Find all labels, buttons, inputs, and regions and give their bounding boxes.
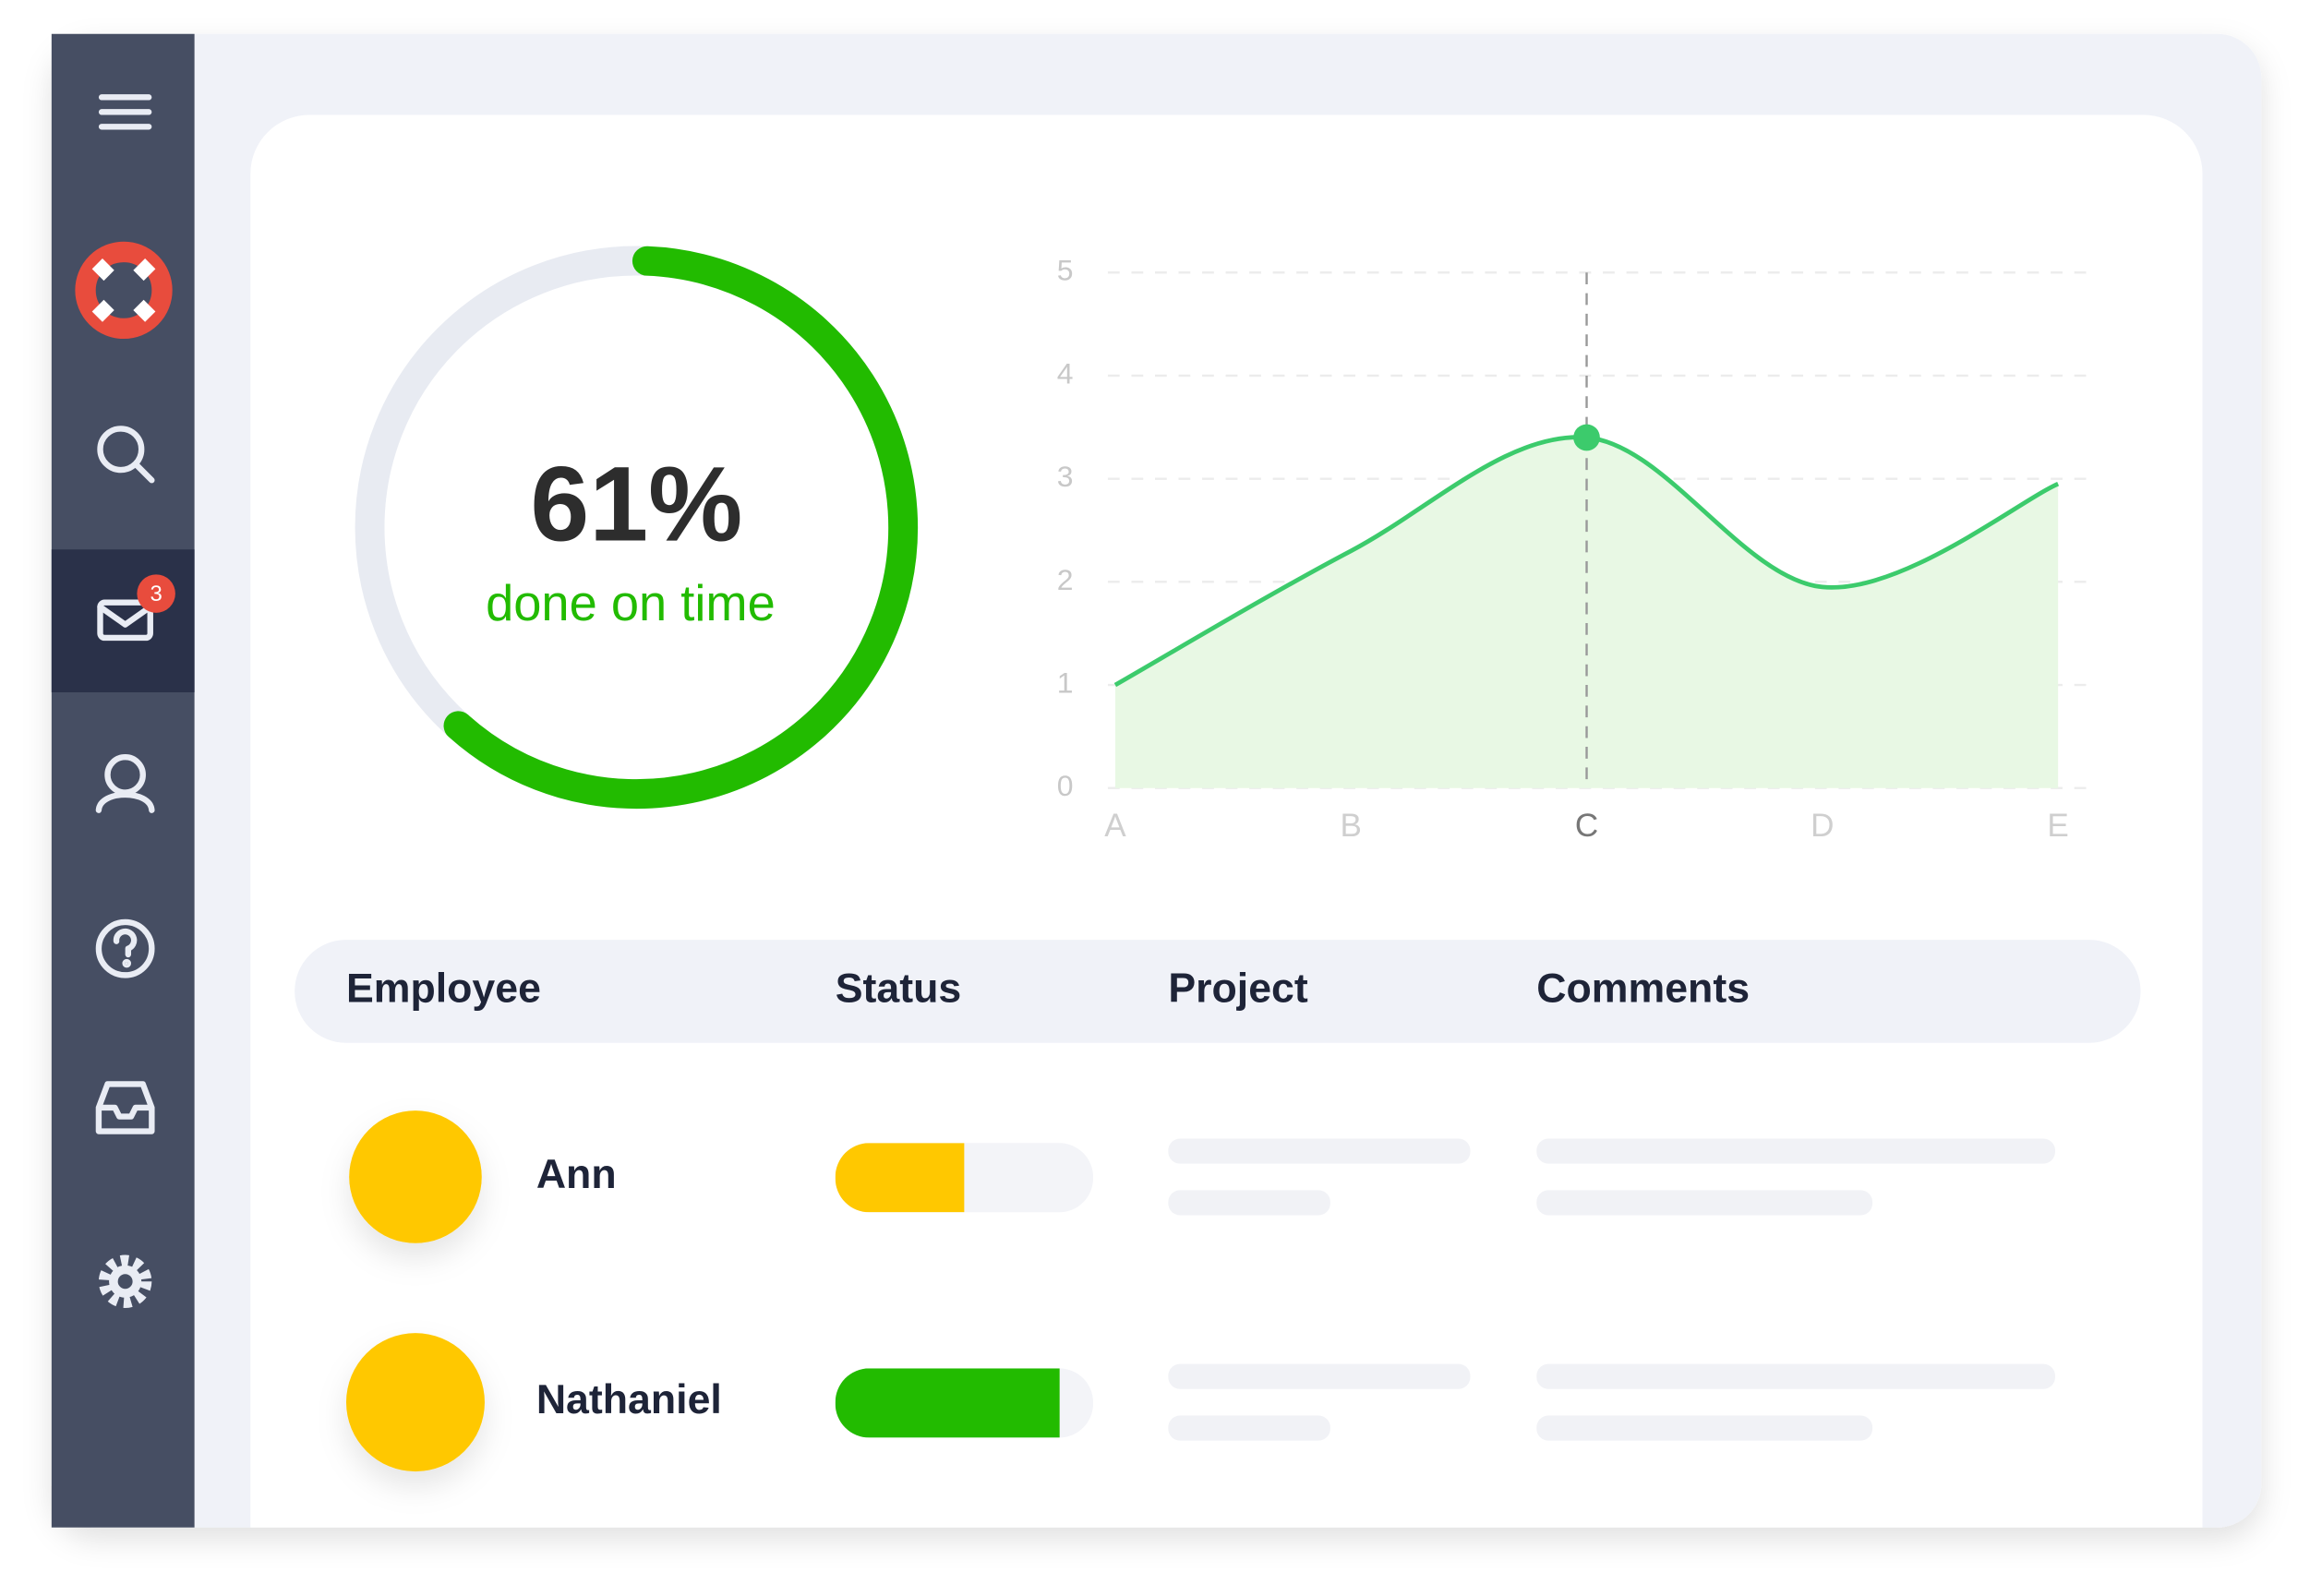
status-bar bbox=[835, 1143, 965, 1213]
highlight-point bbox=[1573, 424, 1600, 451]
table-header bbox=[295, 940, 2141, 1043]
placeholder-line bbox=[1168, 1363, 1471, 1389]
search-icon[interactable] bbox=[97, 426, 155, 484]
content-card bbox=[250, 114, 2203, 1528]
sidebar bbox=[51, 33, 195, 1528]
x-tick-label: A bbox=[1104, 808, 1126, 844]
y-tick-label: 4 bbox=[1057, 356, 1074, 390]
placeholder-line bbox=[1536, 1363, 2055, 1389]
y-tick-label: 3 bbox=[1057, 460, 1074, 493]
inbox-icon[interactable] bbox=[95, 1081, 155, 1134]
y-tick-label: 5 bbox=[1057, 254, 1074, 287]
employee-name: Nathaniel bbox=[536, 1377, 722, 1422]
employee-name: Ann bbox=[536, 1152, 617, 1197]
placeholder-line bbox=[1536, 1190, 1873, 1216]
placeholder-line bbox=[1168, 1190, 1330, 1216]
y-tick-label: 1 bbox=[1057, 666, 1074, 699]
placeholder-line bbox=[1168, 1415, 1330, 1441]
status-bar bbox=[835, 1368, 1060, 1438]
help-buoy-icon[interactable] bbox=[75, 241, 173, 340]
question-icon[interactable] bbox=[95, 918, 155, 978]
y-tick-label: 2 bbox=[1057, 563, 1074, 596]
x-tick-label: B bbox=[1341, 808, 1362, 844]
column-header: Comments bbox=[1536, 966, 1750, 1012]
placeholder-line bbox=[1168, 1138, 1471, 1164]
settings-icon[interactable] bbox=[98, 1254, 152, 1308]
menu-icon[interactable] bbox=[98, 94, 152, 130]
placeholder-line bbox=[1536, 1415, 1873, 1441]
x-tick-label: E bbox=[2047, 808, 2068, 844]
x-tick-label: C bbox=[1575, 808, 1598, 844]
badge-count: 3 bbox=[150, 582, 162, 606]
avatar bbox=[349, 1110, 482, 1243]
progress-caption: done on time bbox=[486, 576, 776, 631]
x-tick-label: D bbox=[1811, 808, 1834, 844]
avatar bbox=[345, 1333, 485, 1472]
user-icon[interactable] bbox=[95, 754, 155, 813]
placeholder-line bbox=[1536, 1138, 2055, 1164]
y-tick-label: 0 bbox=[1057, 769, 1074, 802]
column-header: Status bbox=[836, 966, 961, 1012]
progress-arc bbox=[443, 246, 919, 810]
progress-value: 61% bbox=[530, 446, 742, 564]
column-header: Employee bbox=[346, 966, 541, 1012]
mail-icon[interactable] bbox=[97, 599, 153, 642]
badge bbox=[137, 574, 175, 613]
column-header: Project bbox=[1168, 966, 1308, 1012]
